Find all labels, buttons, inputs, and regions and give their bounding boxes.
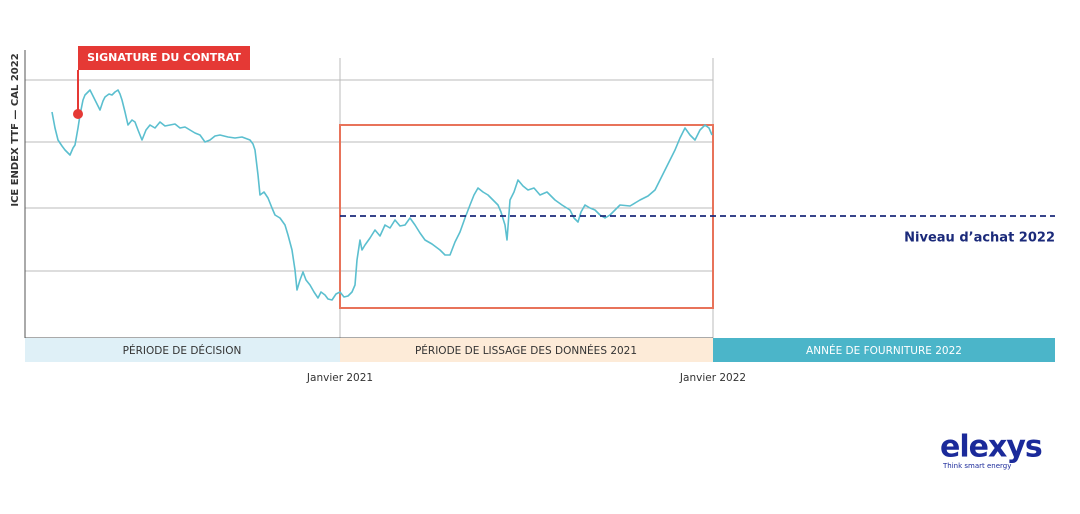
- period-label: PÉRIODE DE LISSAGE DES DONNÉES 2021: [415, 344, 637, 357]
- annotation-dot: [73, 109, 83, 119]
- period-band: [340, 338, 713, 362]
- period-label: PÉRIODE DE DÉCISION: [123, 344, 242, 357]
- logo: elexys: [940, 430, 1042, 465]
- grid: [25, 58, 714, 338]
- period-band: [713, 338, 1055, 362]
- reference-label: Niveau d’achat 2022: [904, 231, 1055, 246]
- x-label: Janvier 2022: [679, 372, 746, 384]
- y-axis-label: ICE ENDEX TTF — CAL 2022: [10, 53, 21, 206]
- period-label: ANNÉE DE FOURNITURE 2022: [806, 344, 962, 357]
- annotation-label: SIGNATURE DU CONTRAT: [87, 51, 241, 64]
- logo-tagline: Think smart energy: [942, 462, 1011, 470]
- period-band: [25, 338, 340, 362]
- annotation-box: [78, 46, 250, 70]
- x-label: Janvier 2021: [306, 372, 373, 384]
- price-line: [51, 89, 713, 301]
